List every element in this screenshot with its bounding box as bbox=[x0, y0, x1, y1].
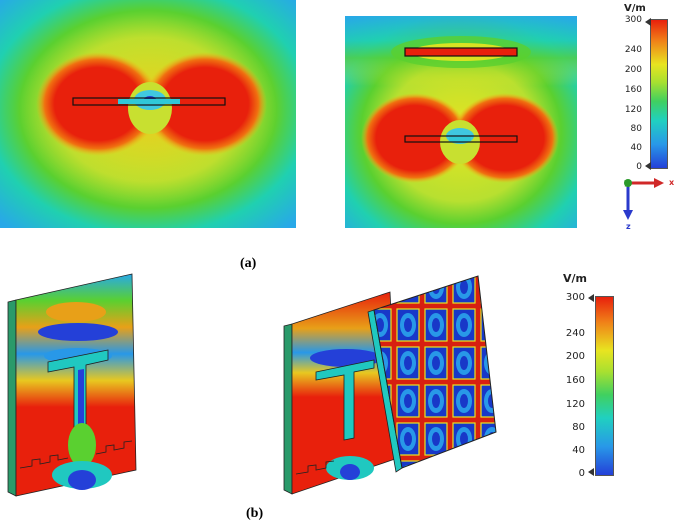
legend-tick: 0 bbox=[578, 468, 585, 479]
legend-tick: 200 bbox=[565, 351, 585, 362]
legend-tick: 80 bbox=[630, 124, 642, 134]
legend-tick: 240 bbox=[565, 328, 585, 339]
field-plot-a-left bbox=[0, 0, 296, 228]
antenna-element bbox=[72, 97, 226, 106]
legend-tick: 300 bbox=[565, 292, 585, 303]
axis-triad-icon bbox=[623, 178, 664, 220]
legend-tick: 80 bbox=[572, 422, 585, 433]
legend-tick: 120 bbox=[624, 105, 642, 115]
color-scale-bar-a bbox=[650, 19, 668, 169]
field-plot-b-left bbox=[7, 273, 137, 497]
legend-tick: 300 bbox=[624, 15, 642, 25]
field-lobe-right bbox=[451, 93, 559, 183]
axis-label-y: y bbox=[624, 178, 630, 187]
legend-arrows-a bbox=[645, 18, 651, 170]
legend-arrows-b bbox=[588, 294, 594, 476]
field-lobe-right bbox=[143, 52, 267, 156]
axis-label-z: z bbox=[626, 222, 631, 231]
field-lobe-left bbox=[361, 93, 469, 183]
field-lobe-left bbox=[36, 52, 160, 156]
legend-tick: 160 bbox=[624, 85, 642, 95]
legend-tick: 40 bbox=[630, 143, 642, 153]
field-plot-a-right bbox=[345, 16, 577, 228]
legend-tick: 200 bbox=[624, 65, 642, 75]
legend-unit-b: V/m bbox=[563, 272, 587, 285]
reflector-element bbox=[404, 47, 518, 57]
axis-label-x: x bbox=[669, 178, 675, 187]
metasurface-array bbox=[373, 275, 497, 469]
legend-tick: 240 bbox=[624, 45, 642, 55]
field-plot-b-right bbox=[283, 275, 497, 495]
caption-b: (b) bbox=[246, 506, 264, 521]
t-slot bbox=[315, 359, 375, 441]
caption-a: (a) bbox=[240, 256, 257, 271]
legend-unit-a: V/m bbox=[624, 3, 646, 14]
legend-tick: 40 bbox=[572, 445, 585, 456]
antenna-element bbox=[404, 135, 518, 143]
legend-tick: 160 bbox=[565, 375, 585, 386]
legend-tick: 120 bbox=[565, 399, 585, 410]
legend-tick: 0 bbox=[636, 162, 642, 172]
color-scale-bar-b bbox=[595, 296, 614, 476]
